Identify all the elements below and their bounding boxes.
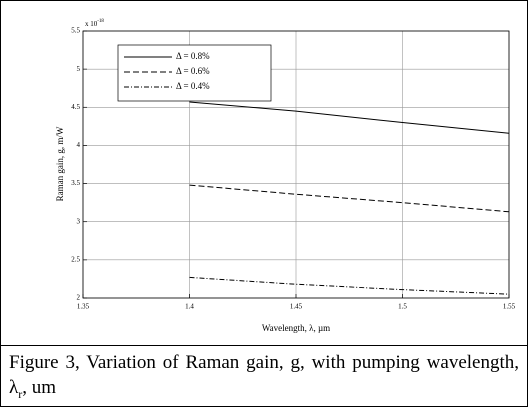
y-multiplier: x 10-18 bbox=[85, 19, 104, 27]
x-tick-label: 1.45 bbox=[290, 303, 303, 311]
legend-box bbox=[117, 44, 272, 102]
x-tick-label: 1.35 bbox=[77, 303, 90, 311]
multiplier-exponent: -18 bbox=[97, 19, 104, 24]
x-tick-label: 1.4 bbox=[185, 303, 194, 311]
caption: Figure 3, Variation of Raman gain, g, wi… bbox=[1, 345, 527, 406]
y-tick-label: 3.5 bbox=[71, 179, 80, 187]
y-tick-label: 4 bbox=[77, 141, 81, 149]
chart: Wavelength, λ, µm Raman gain, g, m/W x 1… bbox=[55, 19, 516, 333]
y-tick-label: 4.5 bbox=[71, 103, 80, 111]
series-line bbox=[189, 101, 510, 134]
y-tick-label: 3 bbox=[77, 217, 81, 225]
y-tick-label: 2.5 bbox=[71, 255, 80, 263]
caption-tail: , um bbox=[22, 377, 56, 398]
y-tick-label: 5.5 bbox=[71, 27, 80, 35]
legend-label: Δ = 0.4% bbox=[176, 81, 210, 91]
x-axis-label: Wavelength, λ, µm bbox=[262, 323, 330, 333]
series-line bbox=[189, 276, 510, 295]
multiplier-base: x 10 bbox=[85, 20, 98, 28]
caption-subscript: r bbox=[18, 386, 23, 401]
plot-frame bbox=[82, 30, 510, 299]
y-tick-label: 2 bbox=[77, 294, 81, 302]
legend-label: Δ = 0.6% bbox=[176, 66, 210, 76]
y-axis-label: Raman gain, g, m/W bbox=[55, 126, 65, 201]
y-tick-label: 5 bbox=[77, 65, 81, 73]
x-tick-label: 1.55 bbox=[503, 303, 516, 311]
caption-text: Figure 3, Variation of Raman gain, g, wi… bbox=[9, 352, 519, 398]
legend-label: Δ = 0.8% bbox=[176, 51, 210, 61]
x-tick-label: 1.5 bbox=[398, 303, 407, 311]
